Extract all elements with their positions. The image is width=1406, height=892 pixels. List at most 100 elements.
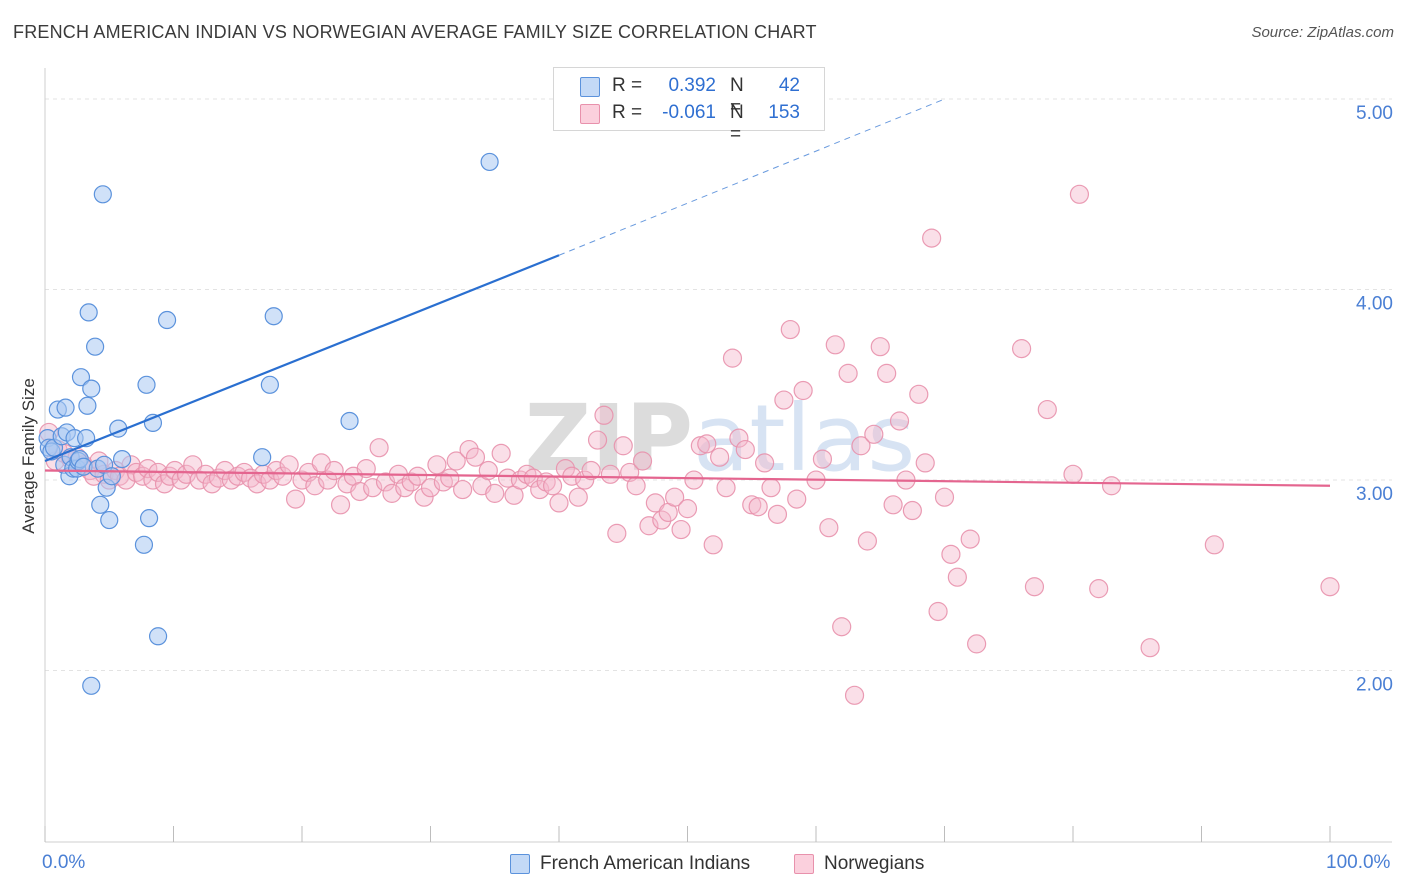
norwegians-point <box>1024 577 1045 597</box>
norwegians-point <box>774 390 794 410</box>
norwegians-point <box>465 447 486 467</box>
legend-n-label: N = <box>730 102 744 145</box>
norwegians-point <box>947 567 967 587</box>
x-tick-label-min: 0.0% <box>42 852 86 873</box>
norwegians-point <box>285 489 306 509</box>
y-tick-labels: 2.00 3.00 4.00 5.00 <box>1356 103 1393 696</box>
chart-title: FRENCH AMERICAN INDIAN VS NORWEGIAN AVER… <box>13 22 817 42</box>
norwegians-point <box>632 451 653 471</box>
french-american-indians-point <box>134 535 154 554</box>
norwegians-point <box>677 499 698 519</box>
norwegians-point <box>414 487 434 507</box>
watermark: ZIPatlas <box>525 385 916 492</box>
norwegians-point <box>780 319 800 340</box>
series-label: Norwegians <box>824 853 925 874</box>
norwegians-point <box>1011 339 1032 359</box>
norwegians-point <box>196 464 216 484</box>
norwegians-point <box>530 479 550 500</box>
norwegians-point <box>575 470 595 490</box>
norwegians-point <box>594 405 614 425</box>
norwegians-point <box>889 411 910 431</box>
norwegians-point <box>697 434 717 454</box>
norwegians-point <box>542 476 563 496</box>
norwegians-point <box>440 468 460 488</box>
french-american-indians-point <box>56 398 75 417</box>
norwegians-point <box>787 489 807 509</box>
norwegians-point <box>568 487 588 507</box>
french-american-indians-points <box>38 152 499 695</box>
norwegians-point <box>922 228 942 248</box>
french-american-indians-point <box>139 509 159 528</box>
norwegians-point <box>851 436 871 456</box>
pink-swatch <box>794 854 814 874</box>
legend-r-value: 0.392 <box>668 75 716 96</box>
norwegians-point <box>838 363 858 383</box>
norwegians-point <box>1063 464 1083 484</box>
norwegians-point <box>1037 399 1057 420</box>
norwegians-point <box>665 487 685 507</box>
norwegians-point <box>369 438 389 458</box>
legend-n-value: 42 <box>778 75 800 96</box>
norwegians-point <box>427 455 447 475</box>
y-tick-label: 2.00 <box>1356 675 1393 696</box>
norwegians-point <box>793 380 813 401</box>
legend-n-label: N = <box>730 75 744 118</box>
french-american-indians-point <box>480 152 499 172</box>
blue-swatch <box>580 77 600 97</box>
norwegians-point <box>549 493 569 513</box>
norwegians-point <box>453 479 473 500</box>
norwegians-point <box>485 483 505 503</box>
french-american-indians-point <box>340 411 359 431</box>
series-label: French American Indians <box>540 853 751 874</box>
french-american-indians-point <box>260 375 279 394</box>
norwegians-point <box>844 685 865 705</box>
norwegians-point <box>260 470 280 490</box>
norwegians-point <box>819 518 839 538</box>
norwegians-point <box>138 459 158 479</box>
french-american-indians-point <box>137 375 156 394</box>
correlation-legend: R = 0.392 N = 42 R = -0.061 N = 153 <box>553 67 825 145</box>
norwegians-point <box>273 466 293 486</box>
french-american-indians-point <box>79 303 98 322</box>
norwegians-point <box>825 335 845 355</box>
norwegians-point <box>165 460 185 481</box>
norwegians-point <box>279 455 299 475</box>
legend-r-label: R = <box>612 102 643 123</box>
norwegians-point <box>581 460 601 481</box>
french-american-indians-point <box>93 185 112 204</box>
legend-r-value: -0.061 <box>662 102 716 123</box>
norwegians-point <box>1320 577 1340 597</box>
norwegians-point <box>722 348 743 368</box>
norwegians-point <box>318 470 338 490</box>
y-axis-label: Average Family Size <box>19 378 38 534</box>
source-label: Source: ZipAtlas.com <box>1251 24 1394 41</box>
french-american-indians-point <box>91 495 110 514</box>
norwegians-point <box>330 495 351 515</box>
norwegians-point <box>735 439 755 460</box>
blue-trend-line <box>44 254 560 463</box>
norwegians-point <box>491 443 511 463</box>
blue-trend-extension <box>558 98 945 256</box>
french-american-indians-point <box>100 510 119 530</box>
norwegians-point <box>408 466 428 486</box>
y-tick-label: 4.00 <box>1356 294 1393 315</box>
y-tick-label: 3.00 <box>1356 484 1393 505</box>
y-tick-label: 5.00 <box>1356 103 1393 124</box>
french-american-indians-point <box>157 310 177 330</box>
norwegians-point <box>857 531 878 551</box>
norwegians-point <box>883 495 903 515</box>
norwegians-point <box>607 523 627 543</box>
norwegians-point <box>613 436 633 456</box>
norwegians-point <box>645 493 665 513</box>
french-american-indians-point <box>78 396 97 415</box>
norwegians-point <box>915 453 935 473</box>
norwegians-point <box>350 481 370 502</box>
norwegians-point <box>941 544 961 564</box>
norwegians-point <box>870 337 890 357</box>
grid-lines <box>45 98 1392 672</box>
watermark-zip: ZIP <box>525 385 693 492</box>
norwegians-point <box>1140 638 1160 658</box>
norwegians-point <box>247 474 267 494</box>
french-american-indians-point <box>264 307 283 326</box>
